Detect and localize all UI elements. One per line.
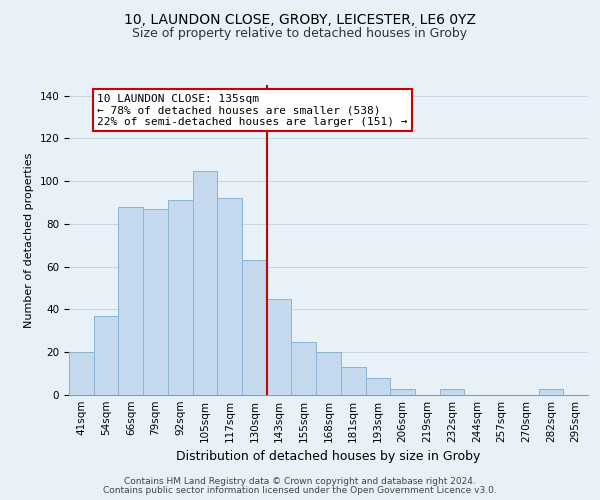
Bar [193, 170, 217, 395]
Bar [440, 388, 464, 395]
Bar [143, 209, 168, 395]
Bar [390, 388, 415, 395]
Bar [94, 316, 118, 395]
Text: 10 LAUNDON CLOSE: 135sqm
← 78% of detached houses are smaller (538)
22% of semi-: 10 LAUNDON CLOSE: 135sqm ← 78% of detach… [97, 94, 408, 127]
Bar [539, 388, 563, 395]
Bar [292, 342, 316, 395]
Bar [365, 378, 390, 395]
Bar [69, 352, 94, 395]
Text: 10, LAUNDON CLOSE, GROBY, LEICESTER, LE6 0YZ: 10, LAUNDON CLOSE, GROBY, LEICESTER, LE6… [124, 12, 476, 26]
Text: Contains HM Land Registry data © Crown copyright and database right 2024.: Contains HM Land Registry data © Crown c… [124, 477, 476, 486]
Bar [242, 260, 267, 395]
Text: Size of property relative to detached houses in Groby: Size of property relative to detached ho… [133, 28, 467, 40]
X-axis label: Distribution of detached houses by size in Groby: Distribution of detached houses by size … [176, 450, 481, 464]
Bar [168, 200, 193, 395]
Text: Contains public sector information licensed under the Open Government Licence v3: Contains public sector information licen… [103, 486, 497, 495]
Bar [341, 367, 365, 395]
Y-axis label: Number of detached properties: Number of detached properties [24, 152, 34, 328]
Bar [316, 352, 341, 395]
Bar [118, 207, 143, 395]
Bar [217, 198, 242, 395]
Bar [267, 299, 292, 395]
